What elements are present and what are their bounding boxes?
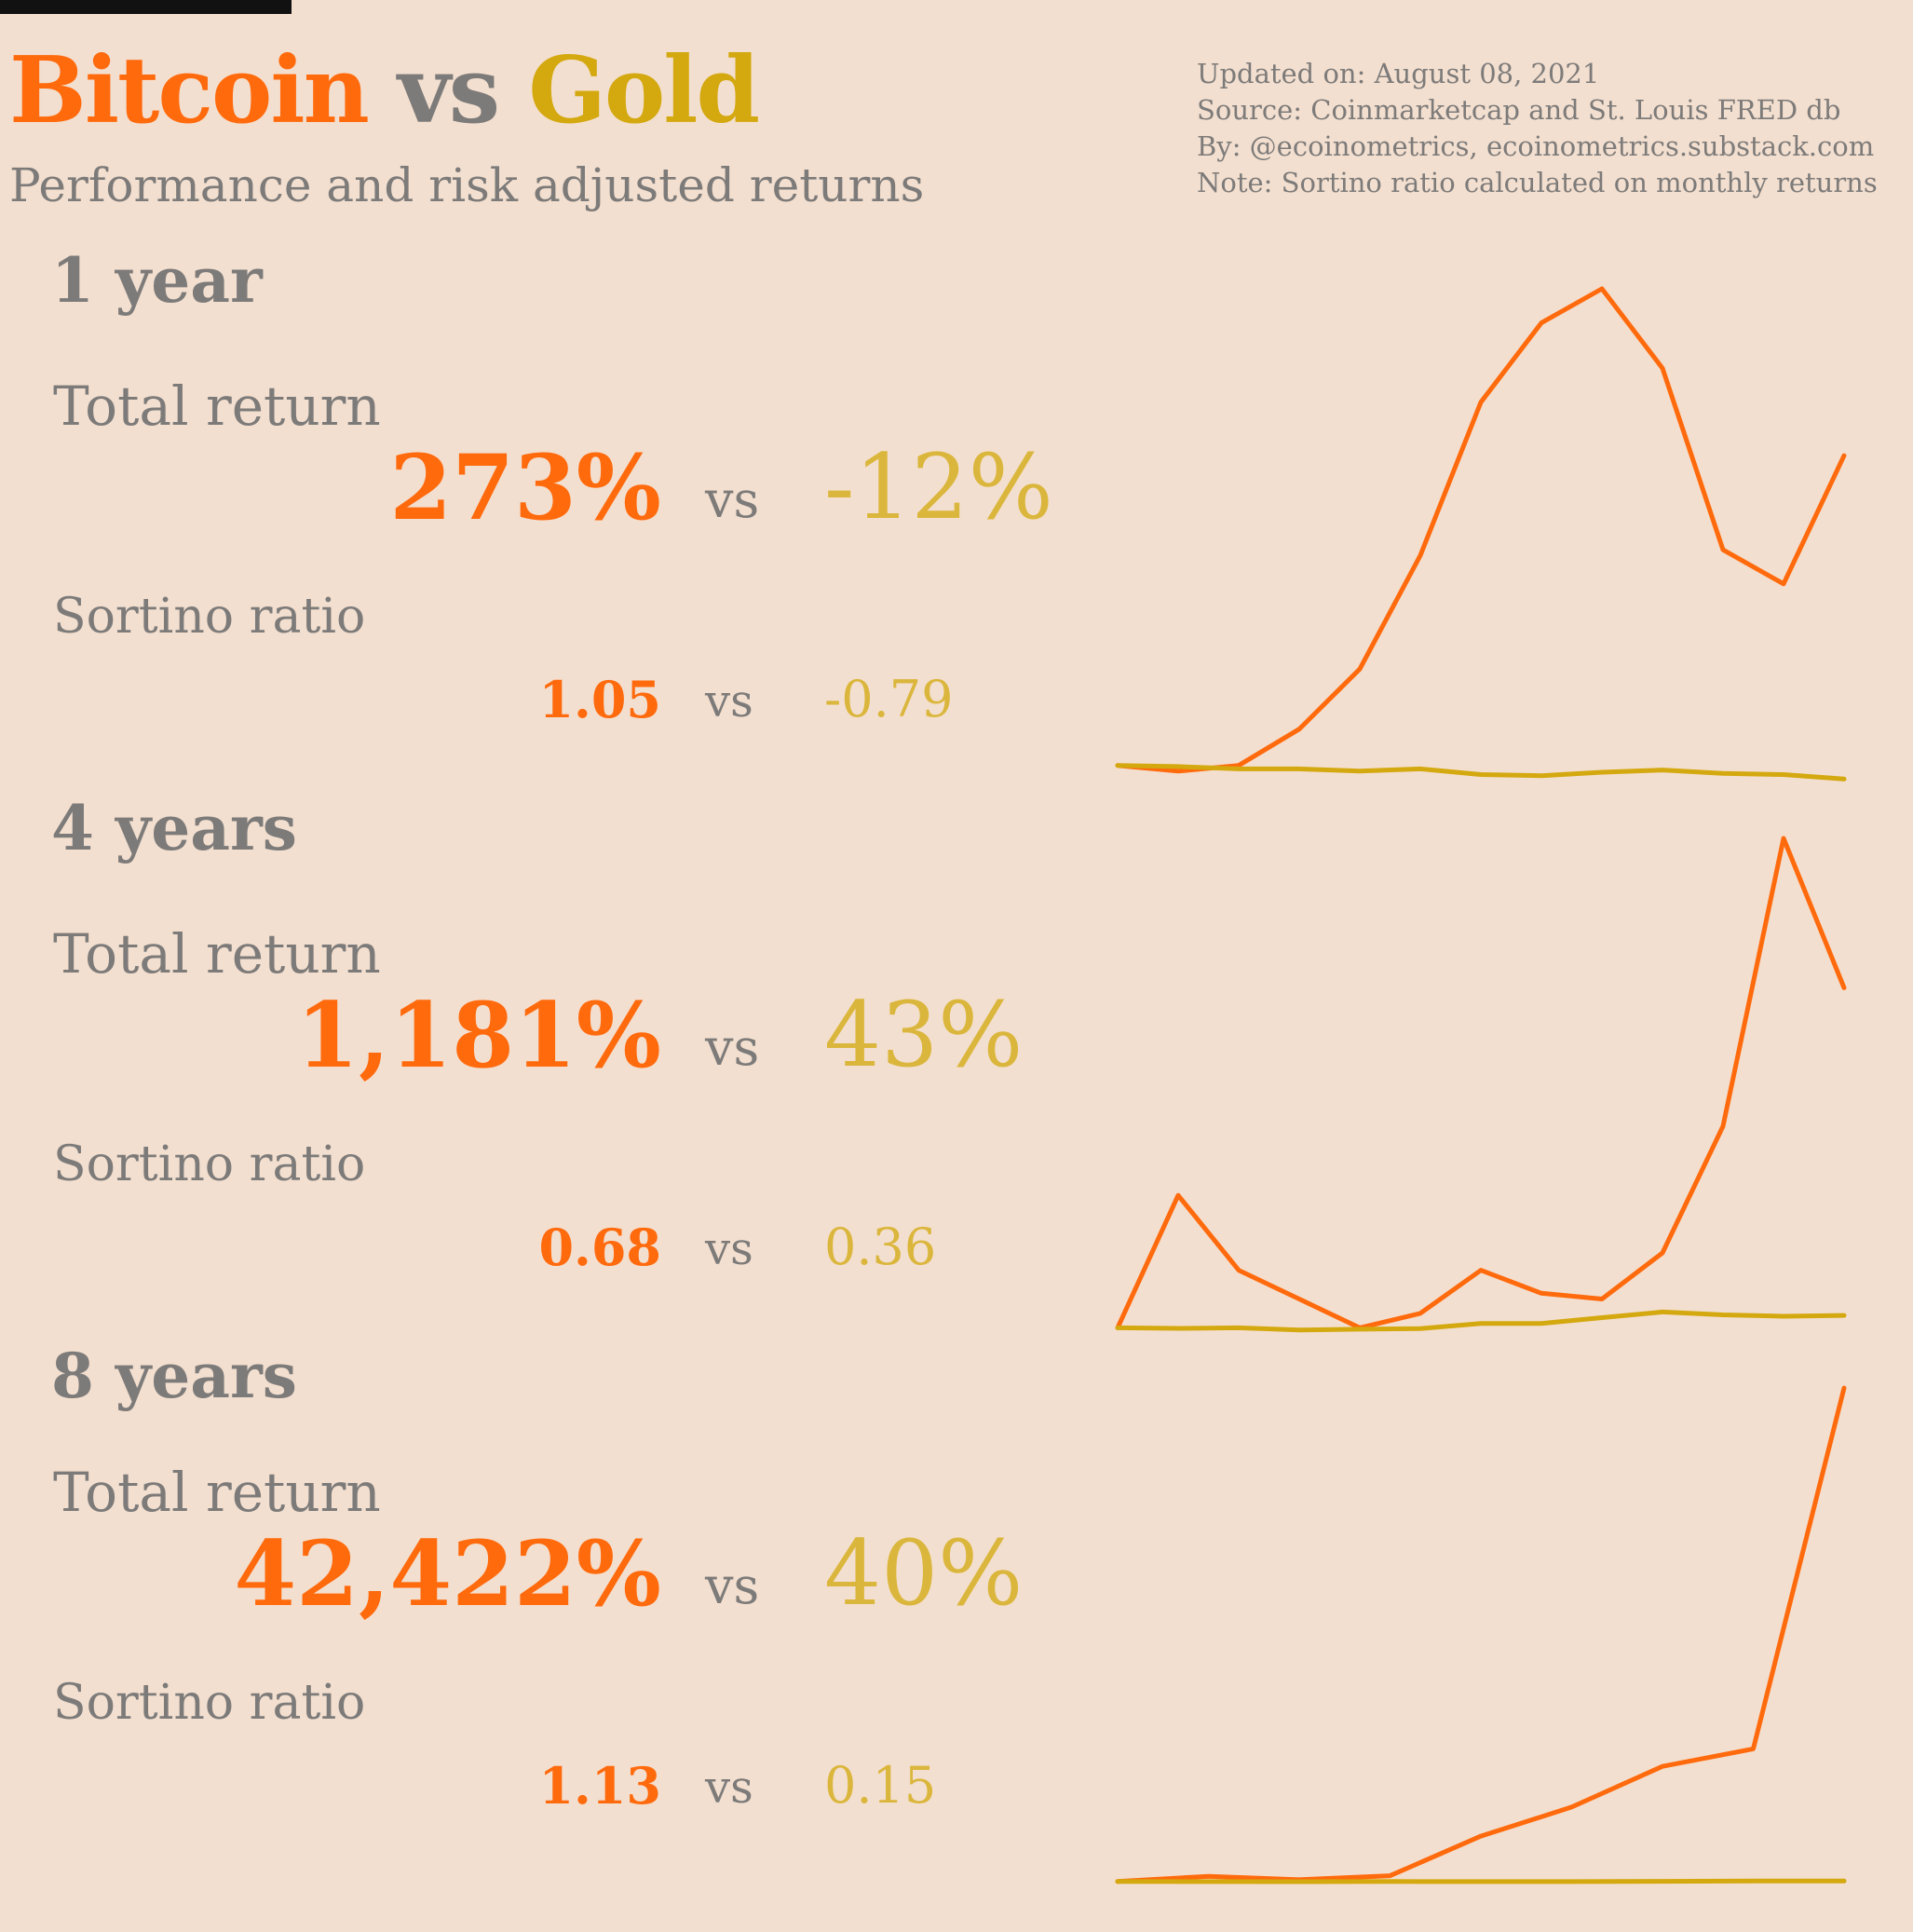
- note-by: By: @ecoinometrics, ecoinometrics.substa…: [1197, 130, 1875, 162]
- gold-sortino: -0.79: [824, 670, 954, 728]
- title-bitcoin: Bitcoin: [9, 37, 370, 144]
- gold-line: [1115, 1309, 1847, 1333]
- total-return-label: Total return: [53, 1461, 381, 1524]
- title-vs: vs: [397, 37, 500, 144]
- chart-1-year: [1115, 286, 1847, 782]
- vs-label: vs: [705, 1557, 760, 1615]
- page-subtitle: Performance and risk adjusted returns: [9, 158, 925, 212]
- vs-label: vs: [705, 675, 753, 728]
- vs-label: vs: [705, 1018, 760, 1077]
- btc-total-return: 1,181%: [296, 983, 661, 1088]
- top-accent-bar: [0, 0, 292, 14]
- note-source: Source: Coinmarketcap and St. Louis FRED…: [1197, 94, 1841, 126]
- sortino-ratio-label: Sortino ratio: [53, 1675, 366, 1731]
- gold-sortino: 0.15: [824, 1756, 937, 1815]
- bitcoin-line: [1115, 836, 1847, 1330]
- bitcoin-line: [1115, 1385, 1847, 1884]
- btc-total-return: 42,422%: [234, 1521, 661, 1626]
- sortino-ratio-label: Sortino ratio: [53, 1136, 366, 1192]
- vs-label: vs: [705, 1223, 753, 1275]
- vs-label: vs: [705, 470, 760, 529]
- gold-total-return: 43%: [824, 983, 1024, 1087]
- gold-sortino: 0.36: [824, 1218, 937, 1276]
- total-return-label: Total return: [53, 922, 381, 986]
- sortino-ratio-label: Sortino ratio: [53, 589, 366, 645]
- total-return-label: Total return: [53, 374, 381, 438]
- gold-line: [1115, 763, 1847, 782]
- page-title: Bitcoin vs Gold: [9, 41, 760, 142]
- section-4-years: 4 years Total return 1,181% vs 43% Sorti…: [0, 792, 1099, 1332]
- section-1-year: 1 year Total return 273% vs -12% Sortino…: [0, 244, 1099, 784]
- section-8-years: 8 years Total return 42,422% vs 40% Sort…: [0, 1340, 1099, 1880]
- chart-4-years: [1115, 836, 1847, 1333]
- source-notes: Updated on: August 08, 2021 Source: Coin…: [1197, 56, 1878, 201]
- note-updated: Updated on: August 08, 2021: [1197, 58, 1600, 89]
- chart-8-years: [1115, 1385, 1847, 1884]
- bitcoin-line: [1115, 286, 1847, 774]
- period-heading: 4 years: [51, 792, 297, 864]
- btc-sortino: 0.68: [538, 1218, 661, 1277]
- title-gold: Gold: [528, 37, 760, 144]
- note-sortino: Note: Sortino ratio calculated on monthl…: [1197, 167, 1878, 198]
- gold-total-return: -12%: [824, 435, 1053, 539]
- gold-total-return: 40%: [824, 1521, 1024, 1626]
- btc-total-return: 273%: [389, 435, 661, 540]
- period-heading: 1 year: [51, 244, 263, 317]
- period-heading: 8 years: [51, 1340, 297, 1412]
- vs-label: vs: [705, 1762, 753, 1814]
- btc-sortino: 1.05: [538, 670, 661, 729]
- btc-sortino: 1.13: [538, 1756, 661, 1816]
